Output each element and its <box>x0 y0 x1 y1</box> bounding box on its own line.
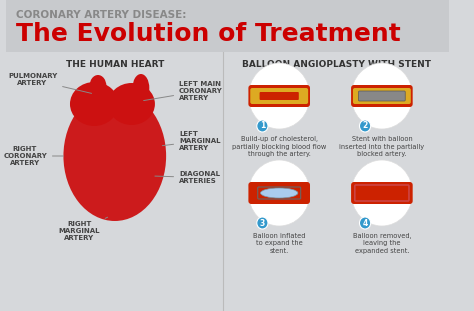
Circle shape <box>359 217 371 229</box>
FancyBboxPatch shape <box>353 88 411 104</box>
Ellipse shape <box>64 91 166 221</box>
FancyBboxPatch shape <box>250 88 308 104</box>
Ellipse shape <box>133 74 149 102</box>
FancyBboxPatch shape <box>358 187 405 199</box>
Text: 3: 3 <box>260 219 265 228</box>
FancyBboxPatch shape <box>351 182 413 204</box>
FancyBboxPatch shape <box>260 92 299 100</box>
Circle shape <box>248 63 310 129</box>
Ellipse shape <box>90 75 106 97</box>
Circle shape <box>351 63 413 129</box>
FancyBboxPatch shape <box>6 0 449 52</box>
Text: Balloon inflated
to expand the
stent.: Balloon inflated to expand the stent. <box>253 233 305 254</box>
Circle shape <box>351 160 413 226</box>
Text: BALLOON ANGIOPLASTY WITH STENT: BALLOON ANGIOPLASTY WITH STENT <box>242 60 430 69</box>
Text: DIAGONAL
ARTERIES: DIAGONAL ARTERIES <box>155 171 220 184</box>
Text: Balloon removed,
leaving the
expanded stent.: Balloon removed, leaving the expanded st… <box>353 233 411 254</box>
Circle shape <box>257 120 268 132</box>
Circle shape <box>257 217 268 229</box>
Text: RIGHT
CORONARY
ARTERY: RIGHT CORONARY ARTERY <box>3 146 64 166</box>
Text: PULMONARY
ARTERY: PULMONARY ARTERY <box>8 73 91 93</box>
Ellipse shape <box>70 82 118 126</box>
Circle shape <box>359 120 371 132</box>
Ellipse shape <box>108 83 155 125</box>
Text: 1: 1 <box>260 122 265 131</box>
Text: LEFT MAIN
CORONARY
ARTERY: LEFT MAIN CORONARY ARTERY <box>144 81 223 101</box>
FancyBboxPatch shape <box>248 182 310 204</box>
Text: CORONARY ARTERY DISEASE:: CORONARY ARTERY DISEASE: <box>16 10 186 20</box>
Text: The Evolution of Treatment: The Evolution of Treatment <box>16 22 401 46</box>
Text: Build-up of cholesterol,
partially blocking blood flow
through the artery.: Build-up of cholesterol, partially block… <box>232 136 326 157</box>
Text: RIGHT
MARGINAL
ARTERY: RIGHT MARGINAL ARTERY <box>58 217 108 241</box>
Text: 4: 4 <box>363 219 368 228</box>
FancyBboxPatch shape <box>358 91 405 101</box>
Text: LEFT
MARGINAL
ARTERY: LEFT MARGINAL ARTERY <box>162 131 220 151</box>
Text: THE HUMAN HEART: THE HUMAN HEART <box>65 60 164 69</box>
Circle shape <box>248 160 310 226</box>
Text: 2: 2 <box>363 122 368 131</box>
Text: Stent with balloon
inserted into the partially
blocked artery.: Stent with balloon inserted into the par… <box>339 136 424 157</box>
FancyBboxPatch shape <box>248 85 310 107</box>
FancyBboxPatch shape <box>351 85 413 107</box>
Ellipse shape <box>261 188 298 198</box>
